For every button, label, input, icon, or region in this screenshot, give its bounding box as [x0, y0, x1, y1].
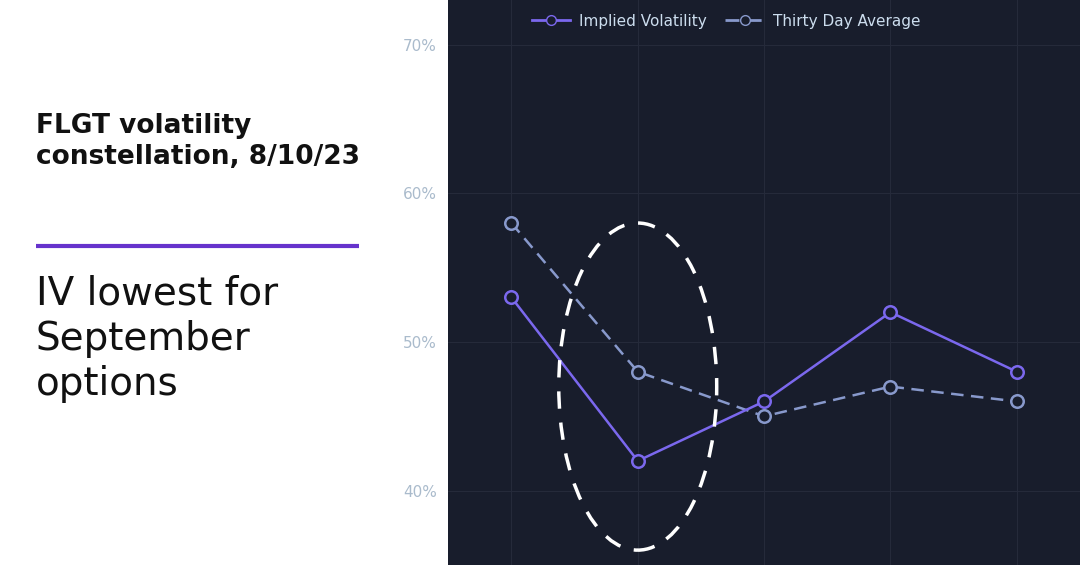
Legend: Implied Volatility, Thirty Day Average: Implied Volatility, Thirty Day Average	[526, 8, 927, 35]
Text: IV lowest for
September
options: IV lowest for September options	[36, 274, 278, 403]
Text: FLGT volatility
constellation, 8/10/23: FLGT volatility constellation, 8/10/23	[36, 113, 360, 170]
